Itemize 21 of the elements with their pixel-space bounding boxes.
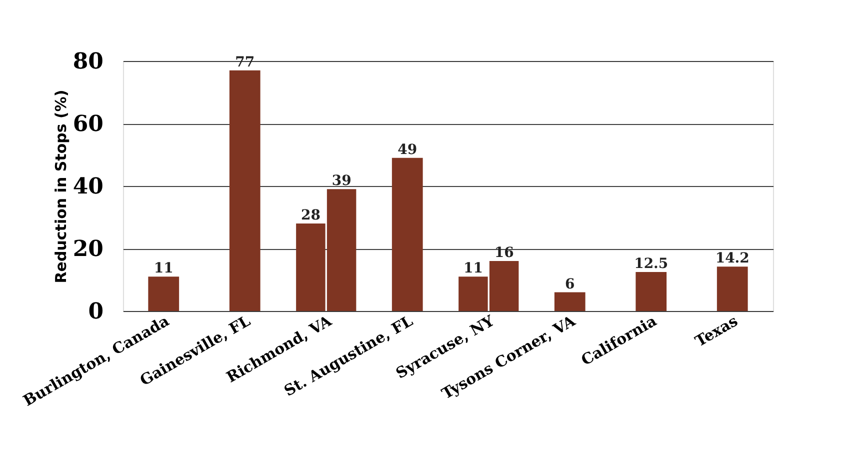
data-label: 6 bbox=[565, 276, 575, 292]
data-label: 11 bbox=[463, 260, 483, 277]
bar bbox=[148, 276, 180, 311]
bar bbox=[636, 272, 667, 311]
bar bbox=[554, 292, 586, 311]
y-tick-label: 0 bbox=[88, 298, 104, 324]
data-label: 11 bbox=[154, 260, 174, 277]
data-label: 28 bbox=[300, 208, 320, 224]
bar bbox=[716, 266, 748, 311]
bar bbox=[392, 158, 423, 311]
data-label: 49 bbox=[398, 142, 418, 158]
y-tick-label: 60 bbox=[72, 111, 104, 137]
y-tick-label: 40 bbox=[72, 174, 104, 200]
y-tick-label: 20 bbox=[72, 236, 104, 262]
data-label: 14.2 bbox=[715, 250, 750, 267]
data-label: 39 bbox=[332, 173, 352, 190]
data-label: 12.5 bbox=[634, 256, 668, 272]
y-tick-label: 80 bbox=[72, 48, 104, 74]
y-axis-title: Reduction in Stops (%) bbox=[52, 90, 70, 284]
data-label: 16 bbox=[494, 245, 514, 261]
bar bbox=[229, 70, 260, 311]
